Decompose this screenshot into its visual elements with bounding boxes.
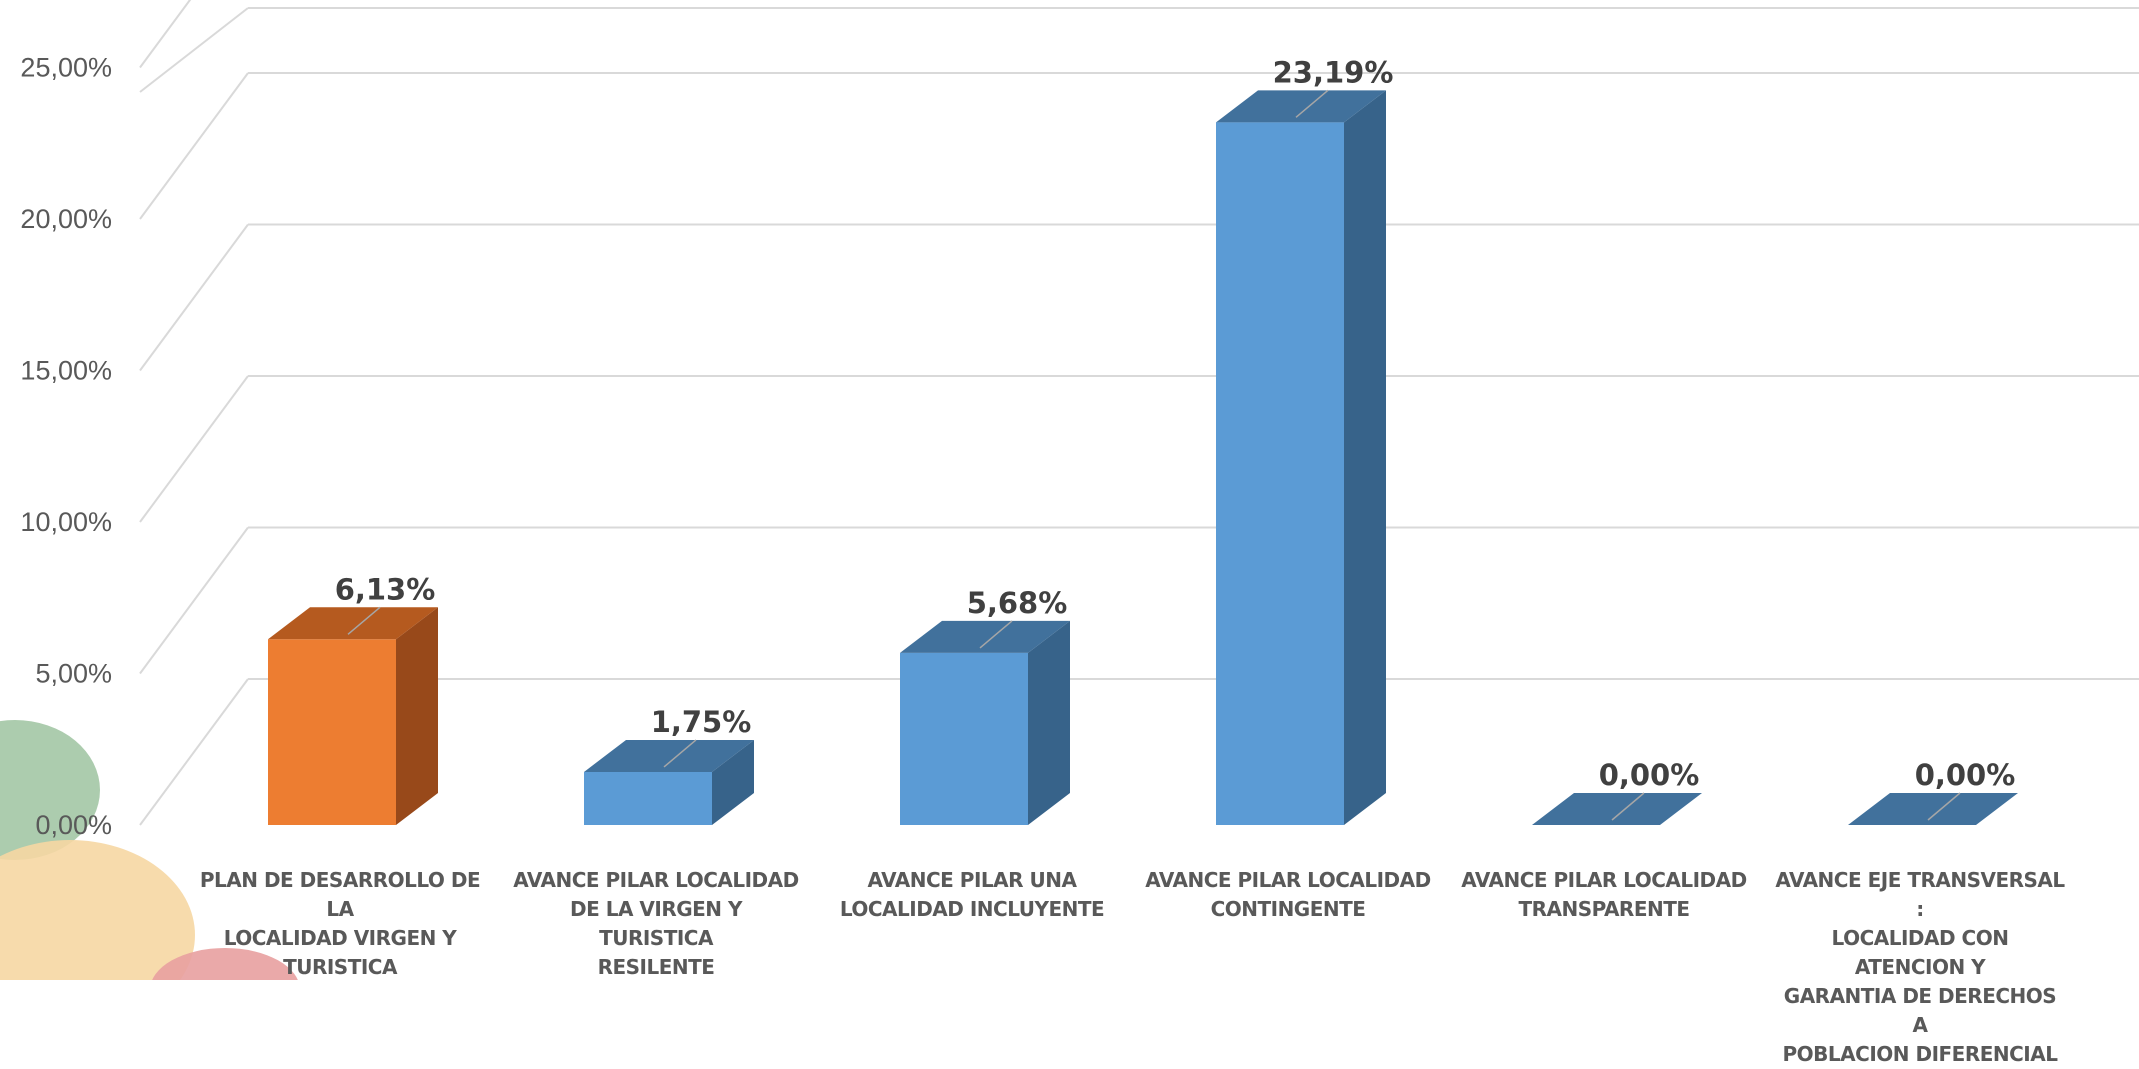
data-labels: 6,13% 1,75% 5,68% 23,19% 0,00% 0,00% bbox=[335, 55, 2016, 821]
y-tick-label: 5,00% bbox=[35, 659, 112, 689]
bars bbox=[268, 90, 2018, 825]
data-label: 6,13% bbox=[335, 572, 436, 606]
category-label: AVANCE PILAR LOCALIDAD DE LA VIRGEN Y TU… bbox=[513, 868, 799, 979]
label-leader-line bbox=[1611, 792, 1645, 821]
gridline-diagonal bbox=[139, 678, 249, 826]
data-label: 1,75% bbox=[651, 705, 752, 739]
green-blob bbox=[0, 720, 100, 860]
y-axis-ticks: 0,00% 5,00% 10,00% 15,00% 20,00% 25,00% bbox=[20, 53, 112, 841]
bar-front bbox=[900, 652, 1028, 825]
bar bbox=[1216, 90, 1386, 825]
gridline-diagonal bbox=[139, 526, 249, 675]
bar-front bbox=[268, 639, 396, 825]
bar bbox=[1848, 793, 2018, 825]
bar-side bbox=[712, 739, 754, 825]
gridline-diagonal bbox=[139, 7, 249, 93]
category-label: AVANCE PILAR LOCALIDAD CONTINGENTE bbox=[1145, 868, 1431, 921]
bar bbox=[900, 620, 1070, 825]
bar-top bbox=[900, 620, 1070, 653]
bar-front bbox=[1216, 122, 1344, 825]
bar-top bbox=[1532, 793, 1702, 825]
data-label: 5,68% bbox=[967, 586, 1068, 620]
label-leader-line bbox=[979, 620, 1013, 649]
bar-top bbox=[584, 739, 754, 772]
decorative-blobs bbox=[0, 720, 298, 980]
y-tick-label: 0,00% bbox=[35, 810, 112, 840]
bar-top bbox=[1848, 793, 2018, 825]
gridline-diagonal bbox=[139, 375, 249, 523]
category-label: AVANCE PILAR UNA LOCALIDAD INCLUYENTE bbox=[839, 868, 1105, 921]
data-label: 23,19% bbox=[1273, 55, 1394, 89]
data-label: 0,00% bbox=[1915, 758, 2016, 792]
data-label: 0,00% bbox=[1599, 758, 1700, 792]
bar bbox=[268, 607, 438, 825]
peach-blob bbox=[0, 840, 195, 980]
gridline-diagonal bbox=[139, 0, 192, 69]
bar-side bbox=[396, 607, 438, 825]
bar bbox=[1532, 793, 1702, 825]
category-label: AVANCE PILAR LOCALIDAD TRANSPARENTE bbox=[1461, 868, 1747, 921]
y-tick-label: 25,00% bbox=[20, 53, 112, 83]
label-leader-line bbox=[663, 739, 697, 768]
bar bbox=[584, 739, 754, 825]
y-tick-label: 10,00% bbox=[20, 507, 112, 537]
bar-front bbox=[584, 771, 712, 825]
bar-chart: 0,00% 5,00% 10,00% 15,00% 20,00% 25,00% 6,13%… bbox=[0, 0, 2139, 980]
gridline-diagonal bbox=[139, 72, 249, 220]
label-leader-line bbox=[1927, 792, 1961, 821]
category-label: AVANCE EJE TRANSVERSAL : LOCALIDAD CON A… bbox=[1775, 868, 2065, 1066]
category-label: PLAN DE DESARROLLO DE LA LOCALIDAD VIRGE… bbox=[199, 868, 481, 979]
y-tick-label: 15,00% bbox=[20, 356, 112, 386]
gridline-diagonal bbox=[139, 223, 249, 372]
gridlines bbox=[139, 0, 2139, 826]
pink-blob bbox=[152, 948, 298, 980]
y-tick-label: 20,00% bbox=[20, 204, 112, 234]
bar-side bbox=[1344, 90, 1386, 825]
label-leader-line bbox=[347, 606, 381, 635]
bar-top bbox=[1216, 90, 1386, 123]
bar-side bbox=[1028, 620, 1070, 825]
label-leader-line bbox=[1295, 89, 1329, 118]
bar-top bbox=[268, 607, 438, 640]
